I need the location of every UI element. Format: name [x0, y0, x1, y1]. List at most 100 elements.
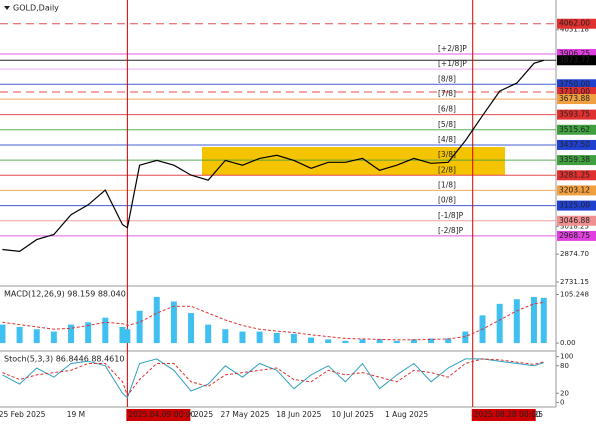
- macd-bar: [359, 339, 366, 344]
- x-tick-label: 18 Jun 2025: [276, 410, 321, 419]
- y-tick-label: 100: [560, 353, 573, 361]
- level-tag: [2/8]: [438, 165, 456, 174]
- level-tag: [3/8]: [438, 150, 456, 159]
- level-tag: [1/8]: [438, 180, 456, 189]
- price-label: 2968.75: [559, 231, 590, 240]
- price-label-box: [557, 55, 596, 66]
- x-tick-label: 1 Aug 2025: [385, 410, 428, 419]
- chart-title: GOLD,Daily: [13, 4, 59, 13]
- x-tick-label: 10 Jul 2025: [331, 410, 374, 419]
- macd-bar: [376, 339, 383, 344]
- y-tick-label: 0.00: [560, 339, 576, 347]
- macd-bar: [222, 329, 229, 344]
- price-label-box: [557, 185, 596, 196]
- x-tick-label: 5 May 2025: [169, 410, 213, 419]
- macd-bar: [188, 313, 195, 344]
- macd-bar: [85, 322, 92, 344]
- y-tick-label: 3018.25: [560, 222, 589, 230]
- date-marker-box: [471, 409, 536, 421]
- macd-bar: [16, 326, 23, 344]
- x-tick-label: 27 May 2025: [220, 410, 269, 419]
- y-tick-label: 2874.70: [560, 250, 589, 258]
- price-label-box: [557, 48, 596, 59]
- macd-bar: [445, 338, 452, 344]
- macd-bar: [290, 333, 297, 344]
- price-label: 3437.50: [559, 140, 590, 149]
- price-line: [2, 59, 544, 253]
- macd-bar: [153, 296, 160, 344]
- level-tag: [8/8]: [438, 74, 456, 83]
- date-marker-box: [126, 409, 191, 421]
- macd-bar: [428, 338, 435, 344]
- price-label: 3593.75: [559, 110, 590, 119]
- y-tick-label: 2731.15: [560, 278, 589, 286]
- macd-bar: [513, 299, 520, 344]
- price-label-box: [557, 230, 596, 241]
- level-tag: [7/8]: [438, 89, 456, 98]
- date-marker-label: 2025.08.28 00:00: [474, 410, 541, 419]
- price-label: 3906.25: [559, 49, 590, 58]
- price-label: 3515.62: [559, 125, 590, 134]
- y-tick-label: 4031.18: [560, 26, 589, 34]
- price-label: 3203.12: [559, 185, 590, 194]
- price-label: 4062.00: [559, 19, 590, 28]
- macd-bar: [205, 324, 212, 344]
- level-tag: [+2/8]P: [438, 44, 467, 53]
- price-label: 3873.77: [559, 55, 590, 64]
- macd-bar: [119, 326, 126, 344]
- macd-bar: [68, 324, 75, 344]
- level-tag: [0/8]: [438, 196, 456, 205]
- x-tick-label: 19 M: [67, 410, 85, 419]
- macd-bar: [410, 339, 417, 344]
- macd-bar: [540, 297, 547, 344]
- level-tag: [-2/8]P: [438, 226, 464, 235]
- level-tag: [-1/8]P: [438, 211, 464, 220]
- macd-title: MACD(12,26,9) 98.159 88.040: [4, 290, 126, 299]
- macd-bar: [462, 331, 469, 344]
- y-tick-label: 80: [560, 362, 569, 370]
- macd-bar: [50, 331, 57, 344]
- stoch-line: [2, 358, 544, 397]
- price-label: 3125.00: [559, 201, 590, 210]
- date-marker-label: 2025.04.09 00:00: [128, 410, 195, 419]
- price-label: 3281.25: [559, 170, 590, 179]
- price-label-box: [557, 18, 596, 29]
- macd-bar: [124, 329, 131, 344]
- level-tag: [4/8]: [438, 135, 456, 144]
- price-label: 3750.00: [559, 79, 590, 88]
- price-label: 3710.00: [559, 87, 590, 96]
- macd-bar: [496, 303, 503, 344]
- macd-bar: [239, 331, 246, 344]
- macd-bar: [0, 324, 6, 344]
- macd-bar: [136, 310, 143, 344]
- menu-icon[interactable]: [4, 6, 10, 10]
- price-label-box: [557, 94, 596, 105]
- price-label-box: [557, 79, 596, 90]
- level-tag: [+1/8]P: [438, 59, 467, 68]
- x-tick-label: 25 Feb 2025: [0, 410, 46, 419]
- stoch-title: Stoch(5,3,3) 86.8446 88.4610: [4, 355, 124, 364]
- macd-bar: [393, 340, 400, 344]
- price-label-box: [557, 139, 596, 150]
- macd-bar: [256, 331, 263, 344]
- y-tick-label: 105.248: [560, 291, 589, 299]
- level-tag: [6/8]: [438, 105, 456, 114]
- macd-bar: [102, 317, 109, 344]
- level-tag: [5/8]: [438, 120, 456, 129]
- price-label: 3673.88: [559, 94, 590, 103]
- price-label-box: [557, 124, 596, 135]
- price-label-box: [557, 200, 596, 211]
- macd-bar: [530, 296, 537, 344]
- price-label: 3359.38: [559, 155, 590, 164]
- macd-bar: [342, 340, 349, 344]
- price-label-box: [557, 87, 596, 98]
- y-tick-label: 0: [560, 398, 564, 406]
- y-tick-label: 20: [560, 389, 569, 397]
- price-label-box: [557, 109, 596, 120]
- price-label-box: [557, 215, 596, 226]
- macd-bar: [170, 301, 177, 344]
- price-label: 3046.88: [559, 216, 590, 225]
- macd-bar: [33, 329, 40, 344]
